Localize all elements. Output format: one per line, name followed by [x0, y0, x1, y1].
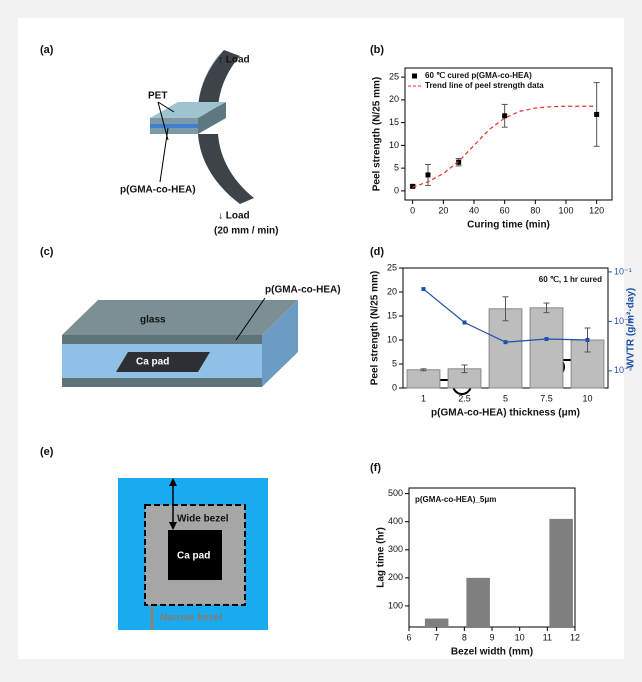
- x-axis-title: Bezel width (mm): [451, 647, 533, 658]
- y-tick-label: 5: [394, 163, 399, 173]
- glass-top: [62, 300, 298, 335]
- bar: [549, 519, 573, 627]
- label: (20 mm / min): [214, 226, 278, 237]
- label: Ca pad: [177, 551, 210, 562]
- y-axis-title: Peel strength (N/25 mm): [370, 271, 381, 385]
- chart-title: p(GMA-co-HEA)_5μm: [415, 495, 496, 504]
- bar: [530, 308, 563, 388]
- bar: [407, 370, 440, 388]
- annotation: 60 ℃, 1 hr cured: [539, 275, 602, 284]
- x-tick-label: 100: [558, 205, 573, 215]
- y-tick-label: 20: [387, 286, 397, 296]
- x-tick-label: 60: [500, 205, 510, 215]
- wvtr-point: [463, 320, 467, 324]
- panel-label: (d): [370, 246, 384, 258]
- y-tick-label: 200: [388, 572, 403, 582]
- y-tick-label: 25: [389, 71, 399, 81]
- x-tick-label: 9: [489, 632, 494, 642]
- panel-label: (c): [40, 246, 54, 258]
- glass-front: [62, 335, 262, 344]
- x-tick-label: 11: [543, 632, 552, 642]
- point: [594, 112, 599, 117]
- x-tick-label: 120: [589, 205, 604, 215]
- bar: [466, 578, 490, 627]
- y-tick-label: 5: [392, 358, 397, 368]
- y-tick-label: 15: [389, 117, 399, 127]
- y-tick-label: 100: [388, 600, 403, 610]
- y-tick-label: 15: [387, 310, 397, 320]
- wvtr-point: [586, 338, 590, 342]
- y-tick-label: 400: [388, 516, 403, 526]
- legend-label: 60 ℃ cured p(GMA-co-HEA): [425, 71, 532, 80]
- bar: [425, 619, 449, 627]
- y2-tick-label: 10⁻¹: [614, 266, 632, 276]
- x-tick-label: 40: [469, 205, 479, 215]
- wvtr-point: [504, 340, 508, 344]
- page: PET ↑ Load p(GMA-co-HEA) ↓ Load (20 mm /…: [0, 0, 642, 682]
- x-tick-label: 8: [462, 632, 467, 642]
- label: Narrow bezel: [160, 613, 222, 624]
- label: Ca pad: [136, 357, 169, 368]
- x-tick-label: 20: [438, 205, 448, 215]
- label: p(GMA-co-HEA): [120, 185, 196, 196]
- y-tick-label: 0: [392, 382, 397, 392]
- y-tick-label: 20: [389, 94, 399, 104]
- y-axis-title: Lag time (hr): [376, 527, 387, 588]
- wvtr-point: [545, 337, 549, 341]
- x-tick-label: 10: [582, 393, 592, 403]
- y2-axis-title: WVTR (g/m²·day): [626, 288, 637, 369]
- x-axis-title: p(GMA-co-HEA) thickness (μm): [431, 408, 580, 419]
- wvtr-point: [422, 287, 426, 291]
- panel-label: (a): [40, 44, 54, 56]
- y-tick-label: 10: [387, 334, 397, 344]
- label: ↓ Load: [218, 211, 250, 222]
- x-tick-label: 5: [503, 393, 508, 403]
- point: [502, 113, 507, 118]
- x-axis-title: Curing time (min): [467, 220, 550, 231]
- label: PET: [148, 91, 167, 102]
- x-tick-label: 7.5: [540, 393, 553, 403]
- label: p(GMA-co-HEA): [265, 285, 341, 296]
- panel-label: (b): [370, 44, 384, 56]
- glass-bottom: [62, 378, 262, 387]
- label: Wide bezel: [177, 514, 229, 525]
- adhesive-layer: [150, 124, 198, 128]
- y-tick-label: 0: [394, 185, 399, 195]
- x-tick-label: 2.5: [458, 393, 471, 403]
- label: ↑ Load: [218, 55, 250, 66]
- y-tick-label: 500: [388, 488, 403, 498]
- x-tick-label: 6: [406, 632, 411, 642]
- panel-label: (f): [370, 462, 381, 474]
- x-tick-label: 10: [515, 632, 525, 642]
- point: [426, 172, 431, 177]
- panel-label: (e): [40, 446, 54, 458]
- x-tick-label: 7: [434, 632, 439, 642]
- x-tick-label: 80: [530, 205, 540, 215]
- x-tick-label: 12: [570, 632, 580, 642]
- figure: PET ↑ Load p(GMA-co-HEA) ↓ Load (20 mm /…: [0, 0, 642, 677]
- x-tick-label: 1: [421, 393, 426, 403]
- diagram-e: Wide bezel Ca pad Narrow bezel: [118, 478, 268, 630]
- y-tick-label: 10: [389, 140, 399, 150]
- y-tick-label: 25: [387, 262, 397, 272]
- label: glass: [140, 315, 166, 326]
- legend-label: Trend line of peel strength data: [425, 81, 544, 90]
- y-tick-label: 300: [388, 544, 403, 554]
- legend-swatch: [412, 74, 417, 79]
- y-axis-title: Peel strength (N/25 mm): [372, 77, 383, 191]
- x-tick-label: 0: [410, 205, 415, 215]
